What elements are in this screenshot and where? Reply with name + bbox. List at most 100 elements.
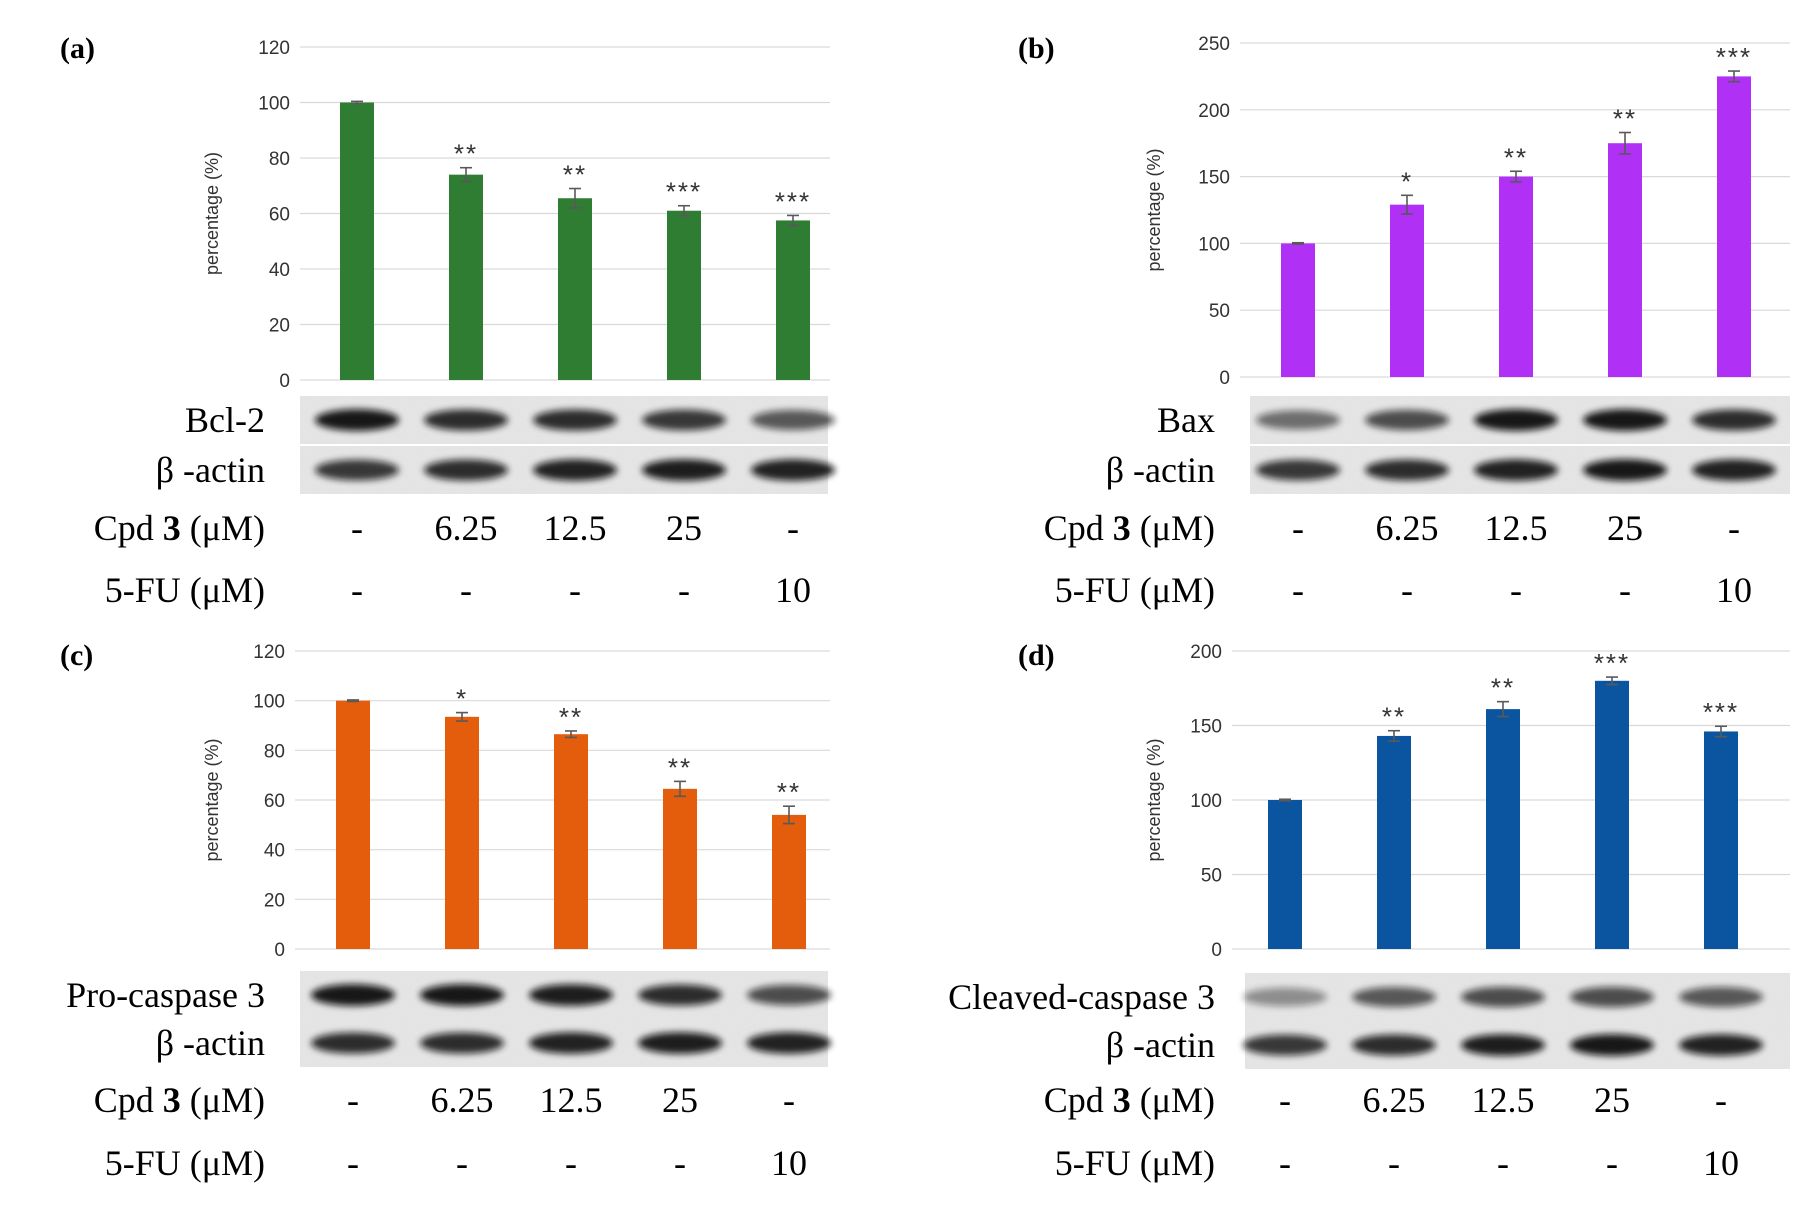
- cpd-prefix: Cpd: [94, 508, 163, 548]
- cpd-row-label: Cpd 3 (μM): [94, 508, 265, 548]
- blot-band: [1692, 409, 1776, 431]
- fu-dose-value: 10: [1716, 570, 1752, 610]
- cpd-dose-value: 12.5: [1472, 1080, 1535, 1120]
- y-tick-label: 150: [1198, 168, 1230, 189]
- cpd-number: 3: [163, 1080, 181, 1120]
- cpd-dose-value: -: [1292, 508, 1304, 548]
- y-tick-label: 20: [269, 316, 290, 337]
- blot-band: [1570, 986, 1654, 1008]
- cpd-row-label: Cpd 3 (μM): [94, 1080, 265, 1120]
- bar: [1377, 735, 1411, 949]
- fu-dose-value: -: [1292, 570, 1304, 610]
- bar: [1595, 680, 1629, 949]
- blot-band: [529, 984, 613, 1006]
- error-bar: [565, 730, 577, 739]
- significance-marker: ***: [775, 186, 811, 216]
- cpd-dose-value: 6.25: [1363, 1080, 1426, 1120]
- error-bar: [1279, 798, 1291, 802]
- y-tick-label: 40: [264, 841, 285, 862]
- fu-row-label: 5-FU (μM): [105, 570, 265, 610]
- significance-marker: **: [1382, 702, 1406, 732]
- significance-marker: **: [777, 777, 801, 807]
- error-bar: [1292, 241, 1304, 245]
- blot-band: [747, 1032, 831, 1054]
- cpd-dose-value: -: [783, 1080, 795, 1120]
- significance-marker: ***: [1703, 697, 1739, 727]
- fu-row-label: 5-FU (μM): [1055, 570, 1215, 610]
- bar: [1704, 731, 1738, 949]
- target-protein-label: Pro-caspase 3: [66, 975, 265, 1015]
- cpd-prefix: Cpd: [94, 1080, 163, 1120]
- fu-dose-value: -: [565, 1143, 577, 1183]
- cpd-prefix: Cpd: [1044, 508, 1113, 548]
- target-protein-label: Cleaved-caspase 3: [948, 977, 1215, 1017]
- error-bar: [1388, 729, 1400, 742]
- actin-label: β -actin: [156, 450, 265, 490]
- fu-row-label: 5-FU (μM): [1055, 1143, 1215, 1183]
- cpd-dose-value: -: [1728, 508, 1740, 548]
- panel-label: (b): [1018, 32, 1055, 65]
- error-bar: [569, 187, 581, 209]
- y-tick-label: 100: [1190, 791, 1222, 812]
- y-tick-label: 100: [258, 94, 290, 115]
- bar: [1281, 243, 1315, 377]
- y-tick-label: 20: [264, 890, 285, 911]
- error-bar: [351, 100, 363, 105]
- significance-marker: **: [1491, 673, 1515, 703]
- blot-band: [747, 984, 831, 1006]
- target-blot-strip: [300, 396, 835, 444]
- actin-label: β -actin: [156, 1023, 265, 1063]
- cpd-unit: (μM): [1131, 1080, 1215, 1120]
- cpd-dose-value: 6.25: [435, 508, 498, 548]
- actin-blot-strip: [1250, 446, 1790, 494]
- significance-marker: *: [456, 684, 468, 714]
- cpd-dose-value: 25: [666, 508, 702, 548]
- y-tick-label: 150: [1190, 717, 1222, 738]
- y-tick-label: 0: [279, 371, 290, 392]
- fu-dose-value: 10: [1703, 1143, 1739, 1183]
- blot-band: [533, 459, 617, 481]
- target-blot-strip: [1250, 396, 1790, 444]
- cpd-dose-value: 25: [662, 1080, 698, 1120]
- bar: [558, 198, 592, 380]
- y-tick-label: 50: [1209, 301, 1230, 322]
- significance-marker: **: [454, 139, 478, 169]
- blot-band: [1365, 459, 1449, 481]
- y-axis-label: percentage (%): [202, 738, 222, 861]
- blot-band: [1679, 987, 1763, 1007]
- target-protein-label: Bcl-2: [185, 400, 265, 440]
- cpd-dose-value: 25: [1594, 1080, 1630, 1120]
- blot-band: [1692, 459, 1776, 481]
- fu-dose-value: -: [1401, 570, 1413, 610]
- significance-marker: ***: [666, 177, 702, 207]
- bar: [445, 716, 479, 949]
- fu-dose-value: 10: [775, 570, 811, 610]
- blot-band: [1243, 1034, 1327, 1056]
- error-bar: [1401, 194, 1413, 215]
- actin-label: β -actin: [1106, 450, 1215, 490]
- actin-label: β -actin: [1106, 1025, 1215, 1065]
- blot-band: [315, 459, 399, 481]
- fu-row-label: 5-FU (μM): [105, 1143, 265, 1183]
- error-bar: [783, 805, 795, 825]
- fu-dose-value: -: [347, 1143, 359, 1183]
- fu-dose-value: -: [1510, 570, 1522, 610]
- panel-label: (a): [60, 32, 95, 65]
- significance-marker: ***: [1716, 42, 1752, 72]
- y-tick-label: 200: [1198, 101, 1230, 122]
- cpd-dose-value: -: [1279, 1080, 1291, 1120]
- blot-band: [1474, 409, 1558, 431]
- blot-band: [1461, 986, 1545, 1008]
- bar: [336, 700, 370, 949]
- blot-band: [420, 984, 504, 1006]
- blot-band: [1352, 1034, 1436, 1056]
- blot-band: [420, 1032, 504, 1054]
- bar: [776, 220, 810, 380]
- bar: [667, 210, 701, 380]
- panel-label: (d): [1018, 639, 1055, 672]
- y-tick-label: 100: [253, 692, 285, 713]
- blot-band: [1583, 409, 1667, 431]
- blot-band: [1474, 459, 1558, 481]
